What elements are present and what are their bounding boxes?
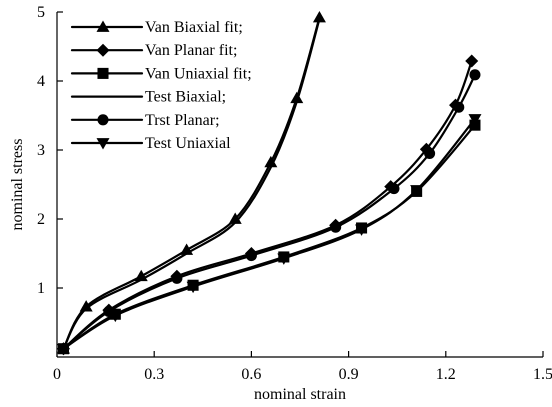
legend-label: Trst Planar; — [145, 112, 220, 129]
data-point-marker — [388, 183, 400, 195]
legend-entry: Test Uniaxial — [70, 135, 231, 152]
series-line — [62, 124, 477, 350]
data-point-marker — [277, 253, 291, 265]
data-point-marker — [410, 185, 424, 197]
y-ticks: 1 2 3 4 5 — [37, 4, 63, 297]
legend-marker — [97, 67, 109, 79]
x-tick-label: 0.3 — [144, 366, 164, 383]
legend-entry: Test Biaxial; — [70, 89, 226, 106]
data-point-marker — [424, 147, 436, 159]
data-point-marker — [468, 114, 482, 126]
y-tick-label: 4 — [37, 73, 45, 90]
legend-marker — [96, 20, 110, 32]
x-tick-label: 0 — [53, 366, 61, 383]
data-point-marker — [330, 221, 342, 233]
legend-marker — [96, 138, 110, 150]
legend-entry: Trst Planar; — [70, 112, 220, 129]
legend-label: Van Uniaxial fit; — [145, 65, 252, 82]
x-tick-label: 0.6 — [241, 366, 261, 383]
series-line — [62, 59, 473, 350]
legend-entry: Van Biaxial fit; — [70, 19, 243, 36]
data-point-marker — [290, 91, 304, 104]
legend-marker — [97, 114, 109, 126]
data-point-marker — [312, 11, 326, 23]
data-point-marker — [79, 300, 93, 312]
x-tick-label: 1.2 — [436, 366, 456, 383]
data-point-marker — [469, 69, 481, 81]
y-tick-label: 1 — [37, 280, 45, 297]
data-point-marker — [264, 155, 278, 168]
data-point-marker — [171, 272, 183, 284]
legend-entry: Van Uniaxial fit; — [70, 65, 252, 82]
y-axis-title: nominal stress — [9, 139, 26, 231]
x-tick-label: 1.5 — [533, 366, 552, 383]
axes — [56, 12, 543, 358]
legend-entry: Van Planar fit; — [70, 42, 237, 59]
legend-label: Van Planar fit; — [145, 42, 237, 59]
data-point-marker — [108, 310, 122, 323]
series-line — [62, 17, 321, 350]
x-tick-label: 0.9 — [339, 366, 359, 383]
legend-label: Test Biaxial; — [145, 89, 226, 106]
series-3 — [62, 17, 321, 350]
legend-label: Van Biaxial fit; — [145, 19, 243, 36]
series-line — [62, 73, 477, 350]
data-point-marker — [453, 101, 465, 113]
legend-marker — [96, 43, 110, 57]
series-layer — [56, 11, 482, 356]
data-point-marker — [228, 212, 242, 224]
data-point-marker — [465, 54, 479, 68]
data-point-marker — [186, 281, 200, 294]
data-point-marker — [56, 343, 70, 356]
y-tick-label: 2 — [37, 211, 45, 228]
data-point-marker — [245, 250, 257, 262]
data-point-marker — [355, 224, 369, 236]
y-tick-label: 5 — [37, 4, 45, 21]
legend: Van Biaxial fit; Van Planar fit; Van Uniax… — [70, 19, 252, 152]
series-2 — [57, 119, 481, 355]
x-ticks: 0 0.3 0.6 0.9 1.2 1.5 — [53, 351, 552, 383]
series-line — [62, 117, 477, 350]
series-5 — [56, 114, 482, 356]
y-tick-label: 3 — [37, 142, 45, 159]
legend-label: Test Uniaxial — [145, 135, 231, 152]
x-axis-title: nominal strain — [254, 386, 346, 403]
